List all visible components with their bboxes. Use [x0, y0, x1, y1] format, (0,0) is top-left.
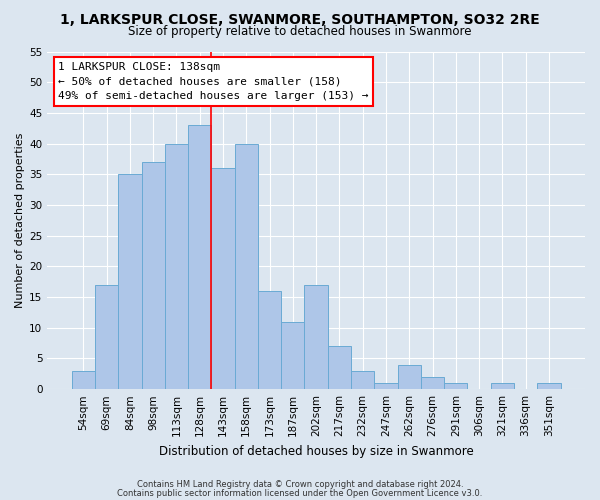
Text: 1, LARKSPUR CLOSE, SWANMORE, SOUTHAMPTON, SO32 2RE: 1, LARKSPUR CLOSE, SWANMORE, SOUTHAMPTON… [60, 12, 540, 26]
Bar [444, 383, 467, 389]
Bar [72, 371, 95, 389]
Text: 1 LARKSPUR CLOSE: 138sqm
← 50% of detached houses are smaller (158)
49% of semi-: 1 LARKSPUR CLOSE: 138sqm ← 50% of detach… [58, 62, 368, 101]
Text: Size of property relative to detached houses in Swanmore: Size of property relative to detached ho… [128, 24, 472, 38]
Text: Contains public sector information licensed under the Open Government Licence v3: Contains public sector information licen… [118, 488, 482, 498]
Bar [374, 383, 398, 389]
Bar [281, 322, 304, 389]
Bar [142, 162, 165, 389]
Bar [188, 125, 211, 389]
Bar [304, 285, 328, 389]
Bar [351, 371, 374, 389]
Bar [328, 346, 351, 389]
Bar [491, 383, 514, 389]
Bar [258, 291, 281, 389]
Bar [398, 364, 421, 389]
Bar [118, 174, 142, 389]
Bar [537, 383, 560, 389]
X-axis label: Distribution of detached houses by size in Swanmore: Distribution of detached houses by size … [159, 444, 473, 458]
Bar [165, 144, 188, 389]
Text: Contains HM Land Registry data © Crown copyright and database right 2024.: Contains HM Land Registry data © Crown c… [137, 480, 463, 489]
Bar [421, 377, 444, 389]
Bar [211, 168, 235, 389]
Y-axis label: Number of detached properties: Number of detached properties [15, 132, 25, 308]
Bar [95, 285, 118, 389]
Bar [235, 144, 258, 389]
